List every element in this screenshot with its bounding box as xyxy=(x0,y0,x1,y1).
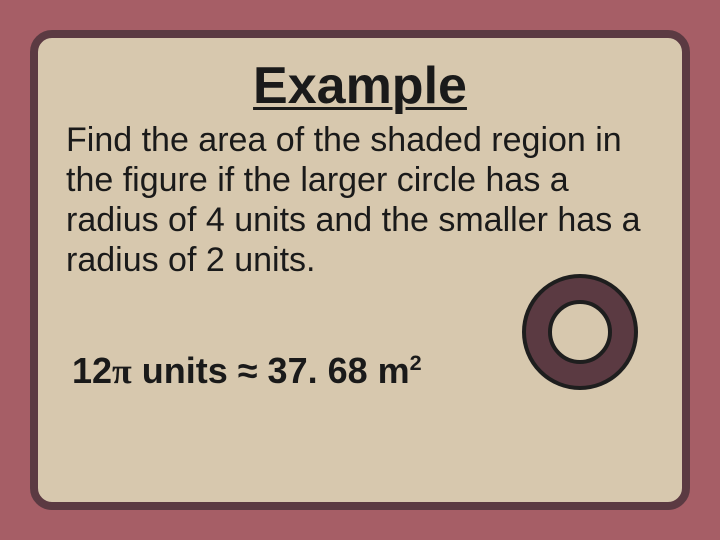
answer-value: 37. 68 xyxy=(268,350,378,391)
annulus-figure xyxy=(520,272,640,392)
ring-icon xyxy=(520,272,640,392)
answer-sup: 2 xyxy=(410,350,422,375)
pi-symbol: π xyxy=(112,351,132,391)
answer-units-word: units ≈ xyxy=(132,350,268,391)
inner-circle xyxy=(550,302,610,362)
answer-unit: m xyxy=(378,350,410,391)
problem-text: Find the area of the shaded region in th… xyxy=(66,120,654,280)
slide-title: Example xyxy=(66,56,654,116)
answer-coeff: 12 xyxy=(72,350,112,391)
slide-panel: Example Find the area of the shaded regi… xyxy=(30,30,690,510)
